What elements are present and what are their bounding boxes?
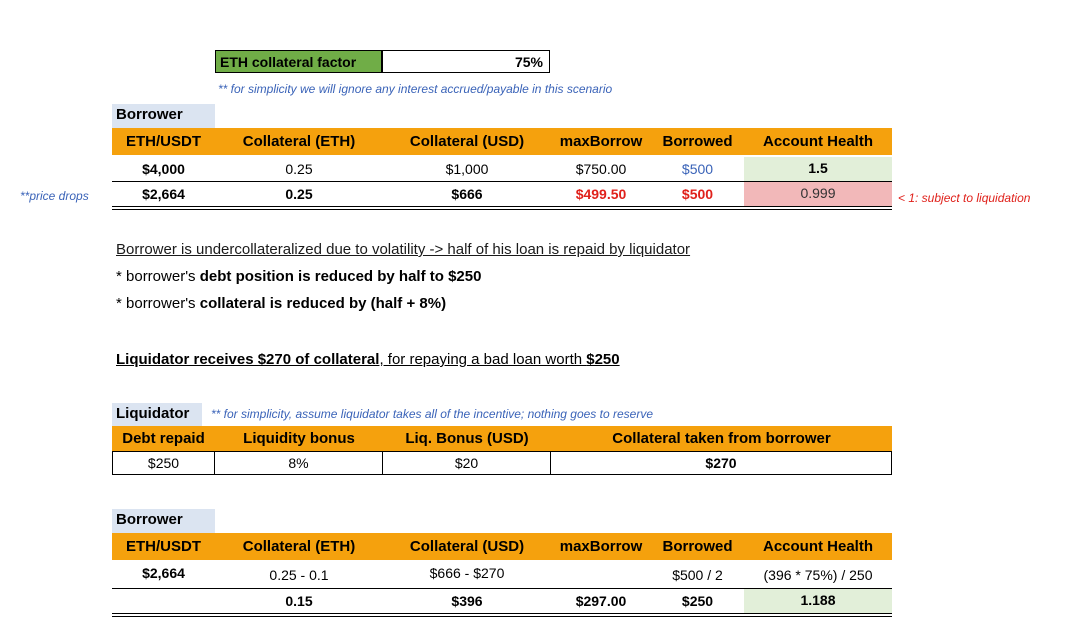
t3-r2-collateral-eth: 0.15 <box>285 593 313 609</box>
t3-header-account-health: Account Health <box>744 533 892 560</box>
t3-r1-eth-usdt: $2,664 <box>142 565 185 581</box>
borrower-label-2: Borrower <box>112 509 215 533</box>
t3-bottom-rule-1 <box>112 613 892 614</box>
t2-liquidity-bonus: 8% <box>215 451 383 475</box>
t3-header-borrowed: Borrowed <box>651 533 744 560</box>
t3-header-collateral-eth: Collateral (ETH) <box>215 533 383 560</box>
t3-header-eth-usdt: ETH/USDT <box>112 533 215 560</box>
interest-note: ** for simplicity we will ignore any int… <box>218 82 613 96</box>
price-drops-note: **price drops <box>20 189 89 203</box>
t1-header-borrowed: Borrowed <box>651 128 744 155</box>
t1-r1-borrowed: $500 <box>681 161 714 177</box>
t1-header-account-health: Account Health <box>744 128 892 155</box>
liquidator-summary: Liquidator receives $270 of collateral, … <box>116 351 620 368</box>
t1-r1-collateral-usd: $1,000 <box>445 161 489 177</box>
t1-bottom-rule-1 <box>112 206 892 207</box>
t2-header-collateral-taken: Collateral taken from borrower <box>551 426 892 451</box>
t1-header-collateral-eth: Collateral (ETH) <box>215 128 383 155</box>
t3-bottom-rule-2 <box>112 616 892 617</box>
collateral-factor-value: 75% <box>382 50 550 73</box>
t1-header-collateral-usd: Collateral (USD) <box>383 128 551 155</box>
t2-collateral-taken: $270 <box>551 451 892 475</box>
t3-r2-maxborrow: $297.00 <box>575 593 627 609</box>
t2-debt-repaid: $250 <box>112 451 215 475</box>
t1-r1-account-health: 1.5 <box>744 157 892 181</box>
collateral-factor-label: ETH collateral factor <box>215 50 382 73</box>
t1-header-maxborrow: maxBorrow <box>551 128 651 155</box>
t3-r2-collateral-usd: $396 <box>451 593 483 609</box>
liquidation-note: < 1: subject to liquidation <box>898 191 1031 205</box>
t1-r1-collateral-eth: 0.25 <box>285 161 313 177</box>
debt-bullet: * borrower's debt position is reduced by… <box>116 268 482 285</box>
t3-r2-borrowed: $250 <box>681 593 714 609</box>
t3-r1-borrowed: $500 / 2 <box>672 567 723 583</box>
t2-header-liq-bonus-usd: Liq. Bonus (USD) <box>383 426 551 451</box>
t1-divider <box>112 181 892 182</box>
t1-r2-eth-usdt: $2,664 <box>142 186 185 202</box>
t2-liq-bonus-usd: $20 <box>383 451 551 475</box>
t1-bottom-rule-2 <box>112 209 892 210</box>
t1-r1-maxborrow: $750.00 <box>575 161 627 177</box>
t3-r1-collateral-usd: $666 - $270 <box>429 565 505 581</box>
t3-divider <box>112 588 892 589</box>
t3-r2-account-health: 1.188 <box>744 589 892 613</box>
t1-r1-eth-usdt: $4,000 <box>142 161 185 177</box>
t3-header-maxborrow: maxBorrow <box>551 533 651 560</box>
borrower-label-1: Borrower <box>112 104 215 128</box>
liquidator-label: Liquidator <box>112 403 202 426</box>
t2-header-liquidity-bonus: Liquidity bonus <box>215 426 383 451</box>
t1-header-eth-usdt: ETH/USDT <box>112 128 215 155</box>
t1-r2-collateral-usd: $666 <box>451 186 483 202</box>
t3-r1-collateral-eth: 0.25 - 0.1 <box>269 567 329 583</box>
incentive-note: ** for simplicity, assume liquidator tak… <box>211 407 653 421</box>
t1-r2-borrowed: $500 <box>681 186 714 202</box>
t1-r2-account-health: 0.999 <box>744 182 892 206</box>
t1-r2-maxborrow: $499.50 <box>575 186 627 202</box>
collateral-bullet: * borrower's collateral is reduced by (h… <box>116 295 447 312</box>
t3-r1-account-health: (396 * 75%) / 250 <box>763 567 873 583</box>
t2-header-debt-repaid: Debt repaid <box>112 426 215 451</box>
t1-r2-collateral-eth: 0.25 <box>285 186 313 202</box>
t3-header-collateral-usd: Collateral (USD) <box>383 533 551 560</box>
undercollateralized-headline: Borrower is undercollateralized due to v… <box>116 241 691 258</box>
